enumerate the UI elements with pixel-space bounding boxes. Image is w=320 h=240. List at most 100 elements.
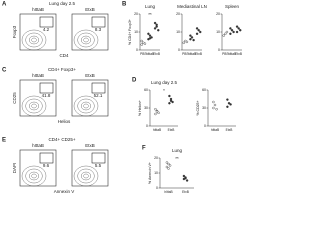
contour — [83, 37, 89, 43]
data-point — [212, 100, 215, 104]
data-point — [153, 21, 157, 25]
plot-name: EtxB — [85, 143, 95, 148]
y-tick-label: 60 — [144, 88, 148, 92]
contour — [31, 103, 37, 109]
contour — [80, 35, 91, 45]
data-point — [239, 29, 242, 32]
data-point — [224, 32, 227, 35]
group-label: hIttaB — [164, 190, 172, 194]
significance: ** — [148, 12, 152, 17]
contour — [21, 95, 47, 117]
plot-frame — [19, 79, 57, 117]
group-label: EtxB — [182, 190, 189, 194]
contour — [25, 98, 43, 114]
data-point — [184, 177, 187, 180]
plot-name: hIttaB — [32, 73, 44, 78]
group-label: hIttaB — [211, 128, 219, 132]
significance: ** — [175, 156, 179, 161]
data-point — [167, 162, 170, 166]
panel-title: Lung day 2.5 — [49, 1, 76, 6]
figure: A Lung day 2.5 hIttaB 4.2 EtxB 8.3 CD4 Foxp3 C CD… — [2, 1, 242, 194]
contour — [73, 29, 99, 51]
y-tick-label: 0 — [218, 48, 220, 52]
y-axis-label: CD25 — [12, 92, 17, 104]
x-axis-label: Annexin V — [54, 189, 75, 194]
data-point — [165, 161, 169, 164]
contour — [29, 35, 40, 45]
significance: * — [163, 88, 165, 93]
data-point — [153, 27, 157, 30]
contour — [80, 101, 91, 111]
y-tick-label: 20 — [176, 12, 180, 16]
data-point — [148, 37, 152, 40]
data-point — [226, 98, 229, 101]
group-label: PBS — [182, 52, 188, 56]
data-point — [147, 32, 150, 35]
contour — [80, 171, 91, 181]
data-point — [171, 100, 174, 104]
panel-title: Lung — [172, 148, 183, 153]
y-axis-label: DAPI — [12, 163, 17, 174]
group-label: EtxB — [168, 128, 175, 132]
group-label: hIttaB — [146, 52, 154, 56]
data-point — [167, 167, 170, 170]
group-label: hIttaB — [153, 128, 161, 132]
y-tick-label: 20 — [134, 12, 138, 16]
group-label: PBS — [222, 52, 228, 56]
data-point — [225, 30, 229, 34]
contour — [73, 95, 99, 117]
group-label: hIttaB — [228, 52, 236, 56]
y-tick-label: 10 — [134, 30, 138, 34]
data-point — [140, 39, 143, 43]
data-point — [182, 41, 185, 44]
panel-title: Lung day 2.5 — [151, 80, 178, 85]
group-label: EtxB — [235, 52, 242, 56]
contour — [21, 165, 47, 187]
gate-value: 52.1 — [94, 93, 103, 98]
contour — [25, 168, 43, 184]
plot-frame — [71, 149, 109, 187]
contour — [21, 29, 47, 51]
y-tick-label: 20 — [216, 12, 220, 16]
data-point — [185, 40, 189, 44]
panel-letter: E — [2, 138, 6, 144]
data-point — [182, 174, 186, 178]
panel-title: Mediastinal LN — [177, 4, 207, 9]
group-label: EtxB — [153, 52, 160, 56]
plot-frame — [19, 13, 57, 51]
data-point — [189, 34, 192, 37]
contour — [29, 101, 40, 111]
gate-value: 9.6 — [43, 163, 50, 168]
y-tick-label: 30 — [202, 106, 206, 110]
data-point — [185, 179, 189, 182]
data-point — [229, 103, 232, 106]
contour — [83, 103, 89, 109]
gate-value: 5.5 — [95, 163, 102, 168]
data-point — [197, 29, 200, 32]
data-point — [154, 107, 157, 111]
data-point — [195, 27, 199, 30]
data-point — [235, 25, 239, 28]
plot-frame — [71, 13, 109, 51]
gate — [39, 152, 54, 164]
data-point — [154, 112, 157, 116]
contour — [83, 173, 89, 179]
data-point — [235, 30, 239, 34]
x-axis-label: CD4 — [59, 53, 68, 58]
contour — [31, 173, 37, 179]
y-tick-label: 10 — [154, 171, 158, 175]
data-point — [229, 27, 232, 30]
y-tick-label: 0 — [178, 48, 180, 52]
contour — [73, 165, 99, 187]
plot-name: hIttaB — [32, 143, 44, 148]
contour — [29, 171, 40, 181]
data-point — [222, 34, 225, 37]
panel-title: CD4+ CD25+ — [48, 137, 75, 142]
y-tick-label: 60 — [202, 88, 206, 92]
data-point — [192, 38, 195, 42]
panel-title: Spleen — [225, 4, 240, 9]
panel-letter: C — [2, 68, 7, 74]
data-point — [195, 32, 199, 35]
plot-name: EtxB — [85, 7, 95, 12]
gate — [91, 82, 106, 94]
